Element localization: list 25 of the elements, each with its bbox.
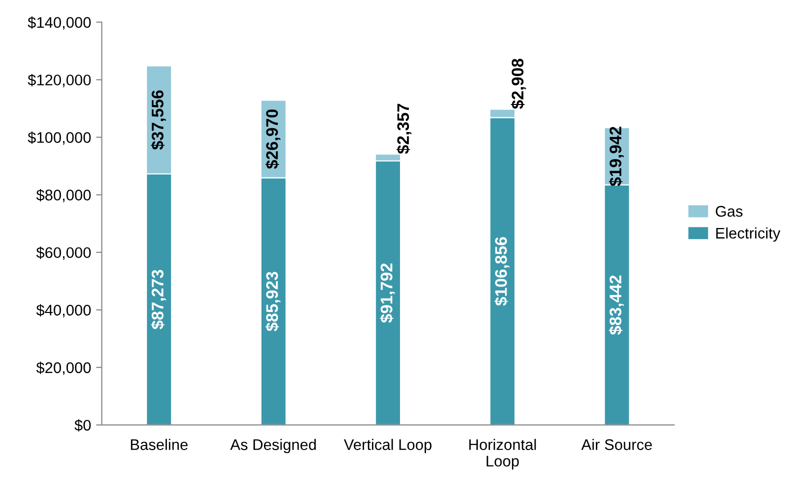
data-label: $19,942 (608, 126, 624, 186)
y-tick-label: $100,000 (28, 131, 91, 145)
data-label: $85,923 (265, 272, 280, 332)
x-tick-label: Horizontal Loop (469, 438, 536, 470)
x-tick-label: Vertical Loop (344, 438, 432, 454)
y-tick-label: $40,000 (36, 304, 91, 318)
y-tick-label: $0 (74, 419, 91, 432)
data-label: $26,970 (265, 110, 280, 169)
y-tick-label: $20,000 (36, 362, 91, 375)
data-label: $37,556 (150, 90, 166, 150)
data-label: $87,273 (150, 270, 166, 330)
y-tick-label: $60,000 (36, 246, 91, 260)
data-label: $91,792 (380, 263, 395, 323)
y-tick-label: $140,000 (28, 16, 91, 30)
data-label: $2,908 (510, 58, 526, 109)
x-tick-label: Baseline (130, 438, 188, 450)
y-tick-label: $80,000 (36, 189, 91, 202)
x-tick-label: Air Source (581, 438, 652, 450)
legend-label: Gas (716, 206, 742, 217)
legend-label: Electricity (716, 227, 780, 242)
data-label: $106,856 (494, 237, 510, 306)
data-label: $2,357 (396, 104, 412, 154)
data-label: $83,442 (608, 275, 624, 335)
x-tick-label: As Designed (230, 438, 316, 454)
y-tick-label: $120,000 (28, 74, 91, 88)
